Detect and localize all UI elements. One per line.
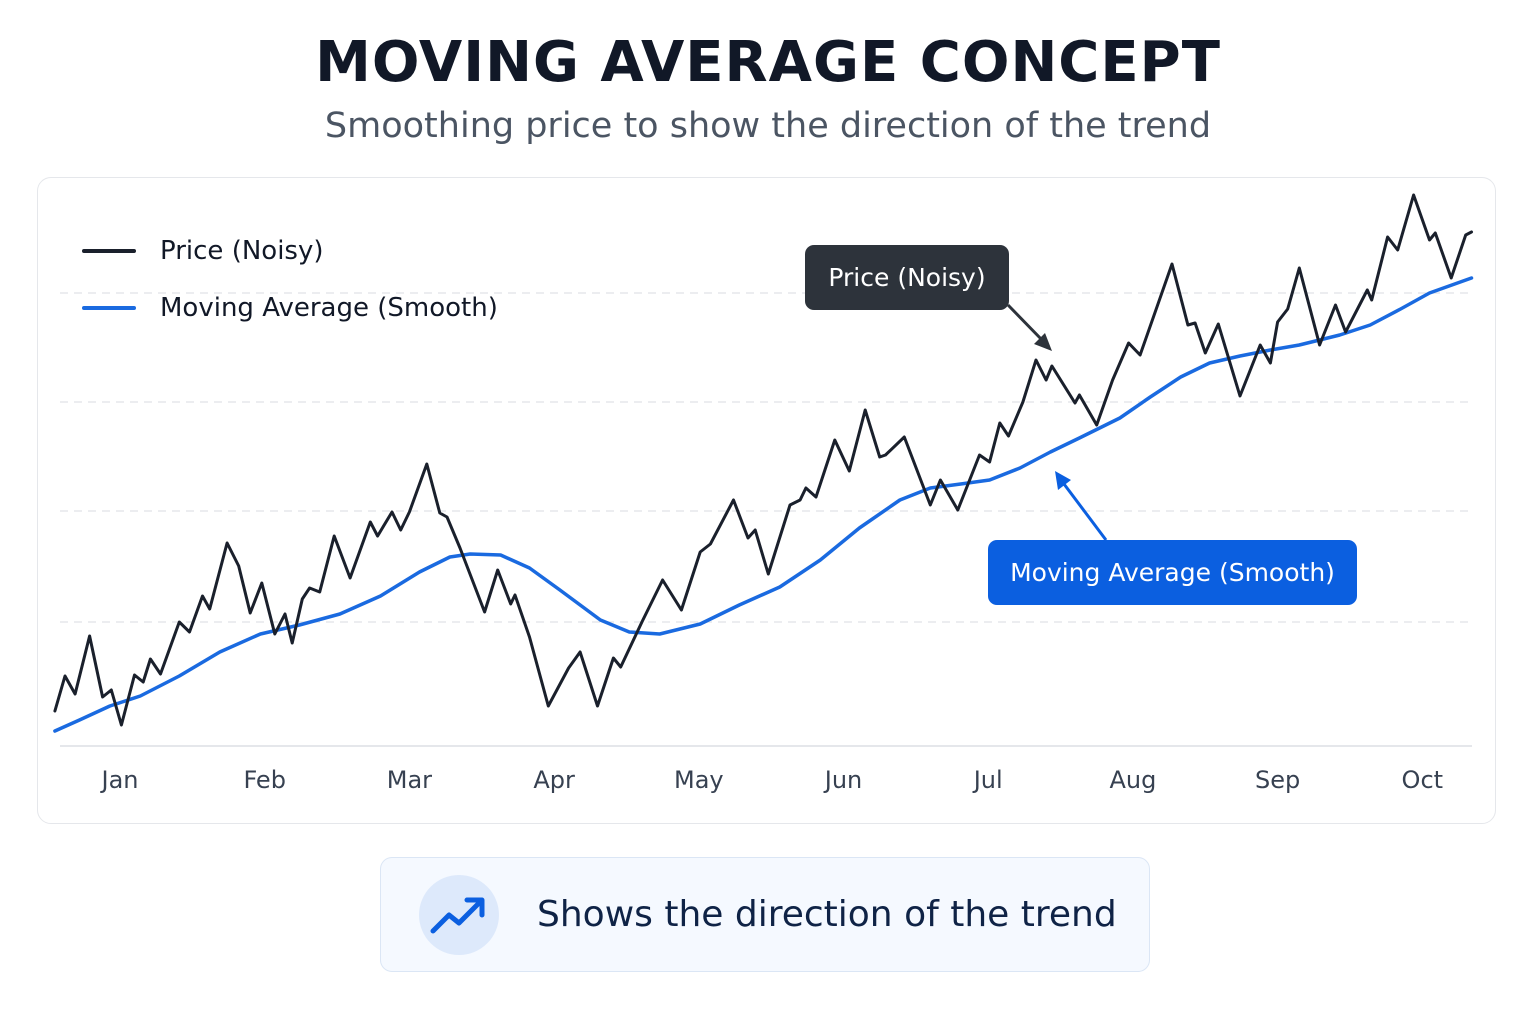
moving-average-callout: Moving Average (Smooth) — [988, 540, 1357, 605]
callout-label: Moving Average (Smooth) — [1010, 558, 1335, 587]
legend: Price (Noisy) Moving Average (Smooth) — [82, 222, 498, 336]
moving-average-callout-arrow — [1062, 483, 1108, 541]
callout-label: Price (Noisy) — [828, 263, 986, 292]
x-tick-label: Mar — [386, 766, 433, 794]
chart-subtitle: Smoothing price to show the direction of… — [324, 106, 1212, 146]
trend-note: Shows the direction of the trend — [380, 857, 1150, 972]
arrowhead-icon — [1055, 471, 1071, 490]
price-line — [53, 193, 1473, 727]
x-tick-label: Apr — [533, 766, 575, 794]
price-callout-arrow — [1006, 303, 1046, 344]
trending-up-icon — [419, 874, 499, 955]
x-tick-label: Jan — [101, 766, 139, 794]
x-tick-label: Oct — [1401, 766, 1444, 794]
x-tick-label: May — [673, 766, 724, 794]
chart-title: MOVING AVERAGE CONCEPT — [315, 30, 1221, 95]
moving-average-line — [53, 276, 1474, 733]
x-tick-label: Sep — [1254, 766, 1301, 794]
x-tick-label: Jul — [973, 766, 1003, 794]
price-callout: Price (Noisy) — [805, 245, 1009, 310]
x-tick-label: Feb — [243, 766, 286, 794]
x-tick-label: Jun — [824, 766, 863, 794]
trend-note-text: Shows the direction of the trend — [537, 894, 1117, 935]
x-tick-label: Aug — [1109, 766, 1157, 794]
legend-swatch-moving-average — [82, 305, 136, 310]
legend-item-price: Price (Noisy) — [82, 222, 498, 279]
legend-label: Moving Average (Smooth) — [160, 292, 498, 323]
legend-label: Price (Noisy) — [160, 235, 324, 266]
legend-item-moving-average: Moving Average (Smooth) — [82, 279, 498, 336]
chart-card — [37, 177, 1496, 824]
legend-swatch-price — [82, 248, 136, 253]
arrowhead-icon — [1034, 333, 1052, 351]
